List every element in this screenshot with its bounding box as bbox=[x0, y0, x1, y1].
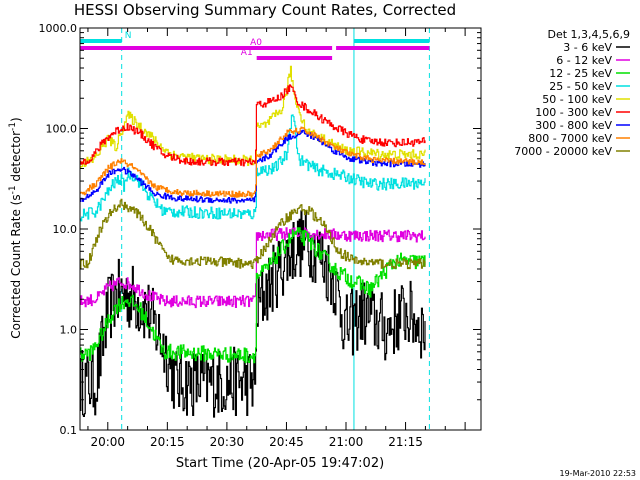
series-line-2 bbox=[80, 227, 426, 364]
series-line-5 bbox=[80, 84, 426, 167]
flag-label-2: A1 bbox=[241, 48, 253, 58]
legend-label-7: 800 - 7000 keV bbox=[528, 132, 612, 145]
series-line-0 bbox=[80, 210, 426, 418]
flag-label-0: N bbox=[125, 31, 132, 41]
chart-title: HESSI Observing Summary Count Rates, Cor… bbox=[74, 1, 456, 19]
series-lines bbox=[80, 65, 426, 418]
legend-label-0: 3 - 6 keV bbox=[563, 41, 612, 54]
legend-label-3: 25 - 50 keV bbox=[549, 80, 612, 93]
series-line-7 bbox=[80, 126, 426, 198]
x-tick-label-4: 21:00 bbox=[329, 435, 364, 449]
y-tick-label-0: 0.1 bbox=[60, 424, 78, 437]
x-tick-label-2: 20:30 bbox=[210, 435, 245, 449]
series-line-6 bbox=[80, 129, 426, 204]
x-tick-label-5: 21:15 bbox=[388, 435, 423, 449]
legend-label-1: 6 - 12 keV bbox=[556, 54, 612, 67]
footer-date: 19-Mar-2010 22:53 bbox=[560, 469, 637, 478]
legend-label-6: 300 - 800 keV bbox=[535, 119, 612, 132]
series-line-8 bbox=[80, 198, 426, 270]
legend-label-8: 7000 - 20000 keV bbox=[514, 145, 612, 158]
legend-label-5: 100 - 300 keV bbox=[535, 106, 612, 119]
flag-label-1: A0 bbox=[250, 38, 262, 48]
y-tick-label-1: 1.0 bbox=[60, 324, 78, 337]
legend-label-4: 50 - 100 keV bbox=[542, 93, 612, 106]
x-tick-label-0: 20:00 bbox=[90, 435, 125, 449]
legend-header: Det 1,3,4,5,6,9 bbox=[547, 28, 630, 41]
axes: 0.1 1.0 10.0 100.0 1000.0 20:00 20:15 20:30 20:4… bbox=[39, 22, 482, 449]
series-line-1 bbox=[80, 227, 426, 309]
x-tick-label-1: 20:15 bbox=[150, 435, 185, 449]
x-axis-label: Start Time (20-Apr-05 19:47:02) bbox=[176, 456, 384, 471]
series-line-3 bbox=[80, 114, 426, 222]
series-line-4 bbox=[80, 65, 426, 168]
legend-label-2: 12 - 25 keV bbox=[549, 67, 612, 80]
y-tick-label-3: 100.0 bbox=[46, 123, 78, 136]
y-axis-label: Corrected Count Rate (s-1 detector-1) bbox=[8, 117, 23, 338]
y-tick-label-4: 1000.0 bbox=[39, 22, 78, 35]
x-tick-label-3: 20:45 bbox=[269, 435, 304, 449]
y-tick-label-2: 10.0 bbox=[53, 223, 78, 236]
